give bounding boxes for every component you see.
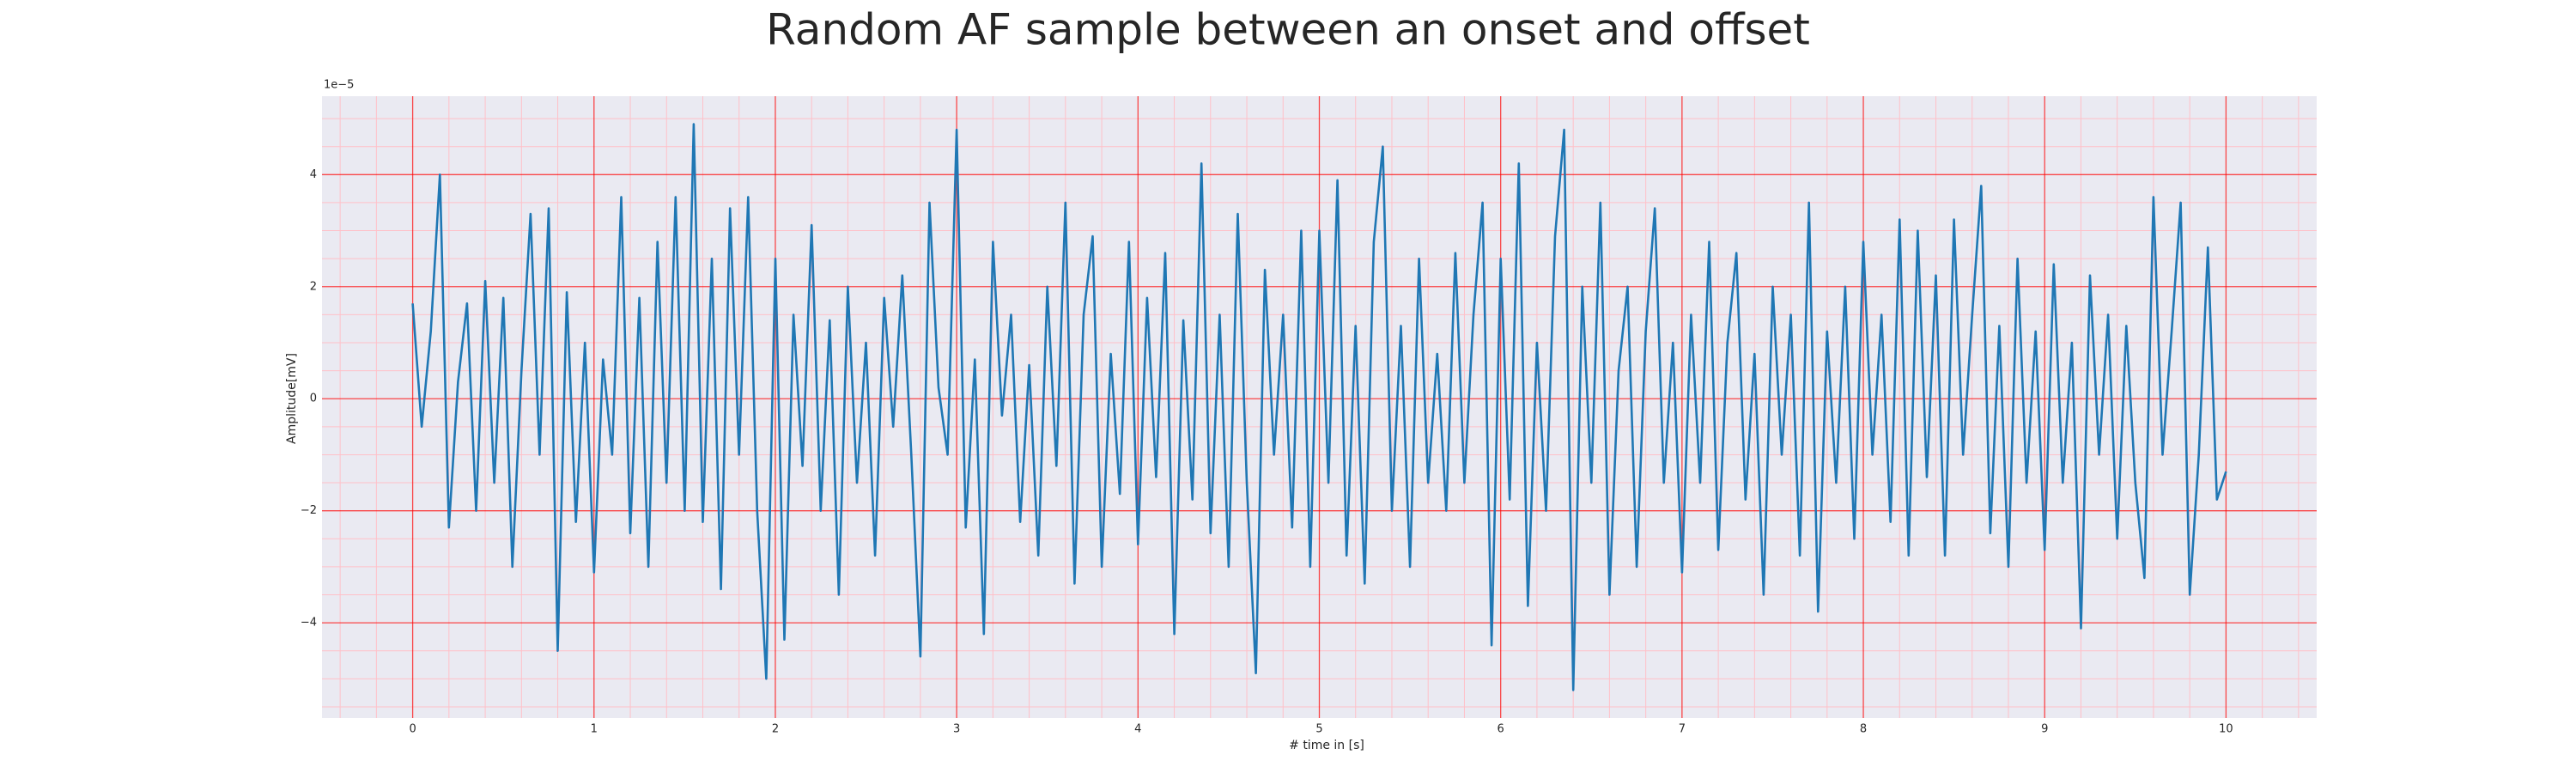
x-tick-label: 3 (953, 723, 960, 736)
y-tick-label: −4 (301, 617, 317, 630)
x-tick-label: 9 (2041, 723, 2048, 736)
y-tick-label: 2 (310, 280, 317, 293)
y-tick-label: 4 (310, 168, 317, 181)
chart-title: Random AF sample between an onset and of… (766, 5, 1810, 55)
y-tick-label: −2 (301, 504, 317, 517)
x-tick-label: 0 (409, 723, 416, 736)
y-offset-label: 1e−5 (324, 79, 354, 92)
signal-line (411, 123, 2227, 691)
x-tick-label: 4 (1134, 723, 1141, 736)
x-tick-label: 7 (1679, 723, 1686, 736)
x-tick-label: 5 (1315, 723, 1322, 736)
x-tick-label: 1 (591, 723, 598, 736)
y-axis-label: Amplitude[mV] (285, 353, 299, 444)
x-tick-label: 6 (1498, 723, 1504, 736)
y-tick-label: 0 (310, 393, 317, 405)
x-tick-label: 2 (772, 723, 779, 736)
x-tick-label: 10 (2219, 723, 2233, 736)
x-tick-label: 8 (1860, 723, 1867, 736)
x-axis-label: # time in [s] (1289, 739, 1364, 752)
